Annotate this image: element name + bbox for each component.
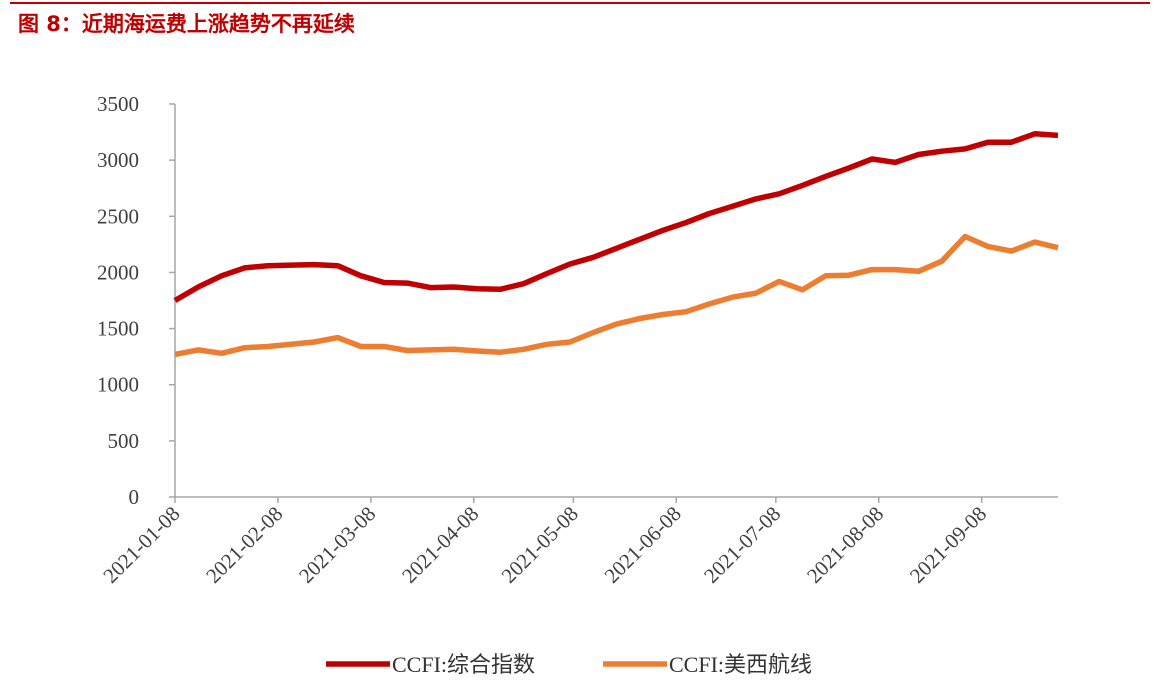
y-tick-label: 500	[108, 429, 140, 453]
title-bar: 图 8：近期海运费上涨趋势不再延续	[0, 0, 1159, 46]
y-tick-label: 2500	[97, 204, 139, 228]
y-tick-label: 0	[129, 485, 140, 509]
series-line-2	[174, 233, 1059, 358]
legend: CCFI:综合指数 CCFI:美西航线	[326, 652, 812, 677]
x-tick-label: 2021-05-08	[497, 502, 583, 588]
series-line-1	[173, 131, 1059, 303]
y-tick-label: 1000	[97, 373, 139, 397]
chart-title: 图 8：近期海运费上涨趋势不再延续	[18, 12, 355, 36]
legend-label-1: CCFI:综合指数	[392, 652, 535, 677]
series-lines	[173, 131, 1059, 358]
title-rule	[10, 2, 1150, 4]
y-axis-ticks: 0 500 1000 1500 2000 2500 3000 3500	[97, 92, 175, 509]
x-tick-label: 2021-07-08	[699, 502, 785, 588]
legend-label-2: CCFI:美西航线	[669, 652, 812, 677]
x-axis-ticks: 2021-01-08 2021-02-08 2021-03-08 2021-04-08…	[98, 497, 991, 588]
y-tick-label: 2000	[97, 260, 139, 284]
x-tick-label: 2021-02-08	[201, 502, 287, 588]
x-tick-label: 2021-09-08	[905, 502, 991, 588]
y-tick-label: 1500	[97, 317, 139, 341]
y-tick-label: 3000	[97, 148, 139, 172]
x-tick-label: 2021-06-08	[600, 502, 686, 588]
x-tick-label: 2021-04-08	[397, 502, 483, 588]
y-tick-label: 3500	[97, 92, 139, 116]
x-tick-label: 2021-08-08	[802, 502, 888, 588]
axes	[174, 104, 1058, 498]
x-tick-label: 2021-01-08	[98, 502, 184, 588]
x-tick-label: 2021-03-08	[294, 502, 380, 588]
